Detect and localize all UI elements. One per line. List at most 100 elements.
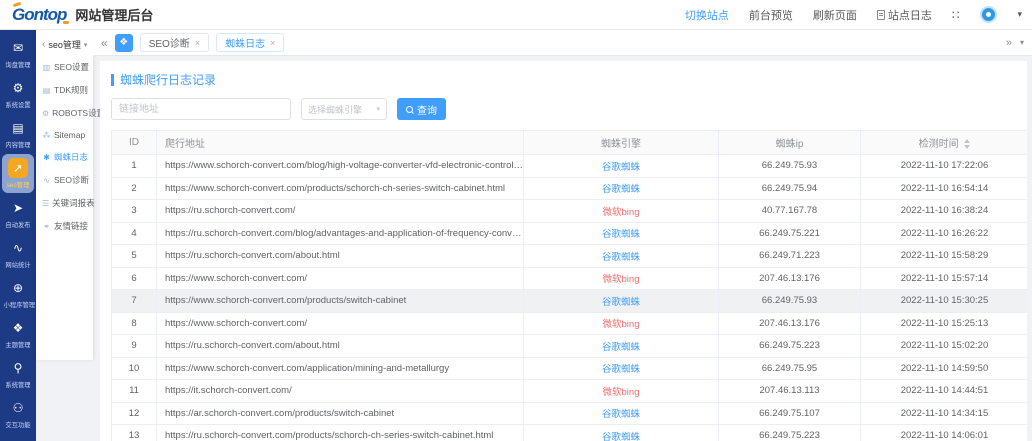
home-tab-icon[interactable]: ❖ (114, 33, 133, 52)
sidebar-module-item[interactable]: ∿ 网站统计 (2, 234, 34, 273)
cell-detect-time: 2022-11-10 16:38:24 (860, 199, 1027, 223)
cell-spider-ip: 40.77.167.78 (718, 199, 861, 223)
page-tab[interactable]: 蜘蛛日志 × (216, 33, 285, 52)
cell-spider-engine[interactable]: 谷歌蜘蛛 (601, 431, 640, 441)
sidebar-module-item[interactable]: ➚ seo管理 (2, 154, 34, 193)
collapse-sidebar-icon[interactable]: « (101, 35, 108, 50)
primary-sidebar: ✉ 询盘管理 ⚙ 系统设置 ▤ 内容管理 ➚ seo管理 ➤ 自动发布 (0, 30, 36, 441)
cell-detect-time: 2022-11-10 16:26:22 (860, 221, 1027, 245)
sort-icon[interactable] (964, 139, 971, 150)
app-logo: Gontop 网站管理后台 (12, 5, 153, 25)
cell-spider-engine[interactable]: 谷歌蜘蛛 (601, 296, 640, 308)
cell-spider-engine[interactable]: 微软bing (602, 386, 640, 398)
cell-spider-engine[interactable]: 谷歌蜘蛛 (601, 161, 640, 173)
cell-spider-engine[interactable]: 谷歌蜘蛛 (601, 229, 640, 241)
module-icon: ➤ (12, 201, 24, 215)
column-detect-time-label: 检测时间 (918, 139, 959, 150)
user-menu-caret-icon[interactable]: ▾ (1017, 9, 1022, 19)
submenu-item[interactable]: ⚙ ROBOTS设置 (42, 107, 105, 119)
nav-refresh-page[interactable]: 刷新页面 (812, 9, 857, 22)
submenu-item[interactable]: ▤ TDK规则 (42, 84, 93, 96)
nav-front-preview[interactable]: 前台预览 (748, 9, 793, 22)
select-caret-icon: ▾ (376, 106, 380, 113)
submenu-item[interactable]: ▥ SEO设置 (42, 61, 93, 73)
nav-site-log[interactable]: 站点日志 (876, 7, 932, 23)
cell-id: 5 (111, 244, 157, 268)
cell-spider-engine[interactable]: 谷歌蜘蛛 (601, 409, 640, 421)
submenu-header[interactable]: ‹ seo管理 ▾ (42, 38, 93, 51)
spider-log-table: ID 爬行地址 蜘蛛引擎 蜘蛛ip 检测时间 1 htt (111, 130, 1027, 441)
cell-spider-ip: 207.46.13.176 (718, 266, 861, 290)
main-area: « ❖ SEO诊断 × 蜘蛛日志 × » ▾ 蜘蛛爬行日志记录 (93, 30, 1032, 441)
column-crawl-url: 爬行地址 (156, 130, 524, 155)
sidebar-module-item[interactable]: ❖ 主题管理 (2, 314, 34, 353)
panel-title-text: 蜘蛛爬行日志记录 (120, 73, 217, 87)
cell-spider-engine[interactable]: 谷歌蜘蛛 (601, 341, 640, 353)
fullscreen-icon[interactable]: ∷ (951, 7, 961, 22)
cell-spider-engine[interactable]: 微软bing (602, 274, 640, 286)
table-row[interactable]: 5 https://ru.schorch-convert.com/about.h… (111, 244, 1027, 268)
table-row[interactable]: 7 https://www.schorch-convert.com/produc… (111, 289, 1027, 313)
submenu-item[interactable]: ∿ SEO诊断 (42, 174, 93, 186)
user-avatar[interactable] (980, 6, 998, 23)
url-search-input[interactable] (111, 98, 291, 120)
cell-spider-engine[interactable]: 谷歌蜘蛛 (601, 364, 640, 376)
sidebar-module-item[interactable]: ⚙ 系统设置 (2, 74, 34, 113)
cell-id: 1 (111, 154, 157, 178)
close-tab-icon[interactable]: × (270, 37, 276, 48)
module-label: 网站统计 (5, 262, 31, 269)
cell-spider-ip: 66.249.75.93 (718, 154, 861, 178)
tabs-menu-caret-icon[interactable]: ▾ (1019, 38, 1024, 47)
table-row[interactable]: 4 https://ru.schorch-convert.com/blog/ad… (111, 221, 1027, 245)
cell-spider-ip: 66.249.75.95 (718, 356, 861, 380)
cell-crawl-url: https://www.schorch-convert.com/applicat… (156, 356, 524, 380)
spider-engine-select-value: 选择蜘蛛引擎 (308, 104, 363, 115)
column-spider-engine: 蜘蛛引擎 (523, 130, 719, 155)
page-tab[interactable]: SEO诊断 × (139, 33, 210, 52)
submenu-item-icon: ▤ (42, 85, 51, 95)
sidebar-module-item[interactable]: ➤ 自动发布 (2, 194, 34, 233)
tab-bar: « ❖ SEO诊断 × 蜘蛛日志 × » ▾ (93, 30, 1032, 56)
search-button[interactable]: 查询 (397, 98, 446, 120)
module-icon: ▤ (12, 121, 24, 135)
page-tab-label: 蜘蛛日志 (225, 39, 266, 50)
cell-spider-ip: 66.249.75.93 (718, 289, 861, 313)
cell-spider-engine[interactable]: 微软bing (602, 319, 640, 331)
table-row[interactable]: 9 https://ru.schorch-convert.com/about.h… (111, 334, 1027, 358)
sidebar-module-item[interactable]: ⚲ 系统管理 (2, 354, 34, 393)
sidebar-module-item[interactable]: ⊕ 小程序管理 (2, 274, 35, 313)
table-row[interactable]: 12 https://ar.schorch-convert.com/produc… (111, 401, 1027, 425)
table-row[interactable]: 1 https://www.schorch-convert.com/blog/h… (111, 154, 1027, 178)
cell-crawl-url: https://www.schorch-convert.com/ (156, 311, 524, 335)
top-header: Gontop 网站管理后台 切换站点 前台预览 刷新页面 站点日志 ∷ ▾ (0, 0, 1032, 30)
cell-spider-engine[interactable]: 谷歌蜘蛛 (601, 251, 640, 263)
submenu-item-label: 蜘蛛日志 (54, 152, 89, 162)
column-detect-time[interactable]: 检测时间 (860, 130, 1027, 155)
submenu-item-label: TDK规则 (54, 85, 89, 95)
submenu-item[interactable]: ⁂ Sitemap (42, 130, 93, 140)
table-row[interactable]: 10 https://www.schorch-convert.com/appli… (111, 356, 1027, 380)
cell-spider-engine[interactable]: 微软bing (602, 206, 640, 218)
submenu-item-label: ROBOTS设置 (52, 108, 106, 118)
close-tab-icon[interactable]: × (194, 37, 201, 48)
table-row[interactable]: 13 https://ru.schorch-convert.com/produc… (111, 424, 1027, 441)
submenu-item[interactable]: ✱ 蜘蛛日志 (42, 151, 93, 163)
nav-switch-site[interactable]: 切换站点 (684, 9, 729, 22)
module-icon: ⚲ (13, 361, 23, 375)
cell-crawl-url: https://ru.schorch-convert.com/about.htm… (156, 334, 524, 358)
sidebar-module-item[interactable]: ✉ 询盘管理 (2, 34, 34, 73)
tabs-overflow-icon[interactable]: » (1005, 36, 1012, 49)
table-row[interactable]: 8 https://www.schorch-convert.com/ 微软bin… (111, 311, 1027, 335)
table-row[interactable]: 6 https://www.schorch-convert.com/ 微软bin… (111, 266, 1027, 290)
sidebar-module-item[interactable]: ⚇ 交互功能 (2, 394, 34, 433)
spider-engine-select[interactable]: 选择蜘蛛引擎 ▾ (301, 98, 387, 120)
table-row[interactable]: 2 https://www.schorch-convert.com/produc… (111, 176, 1027, 200)
submenu-item[interactable]: ⚭ 友情链接 (42, 220, 93, 232)
table-row[interactable]: 3 https://ru.schorch-convert.com/ 微软bing… (111, 199, 1027, 223)
cell-crawl-url: https://ru.schorch-convert.com/ (156, 199, 524, 223)
sidebar-module-item[interactable]: ▤ 内容管理 (2, 114, 34, 153)
title-accent-bar (111, 73, 114, 86)
table-row[interactable]: 11 https://it.schorch-convert.com/ 微软bin… (111, 379, 1027, 403)
submenu-item[interactable]: ☰ 关键词报表 (42, 197, 95, 209)
cell-spider-engine[interactable]: 谷歌蜘蛛 (601, 184, 640, 196)
